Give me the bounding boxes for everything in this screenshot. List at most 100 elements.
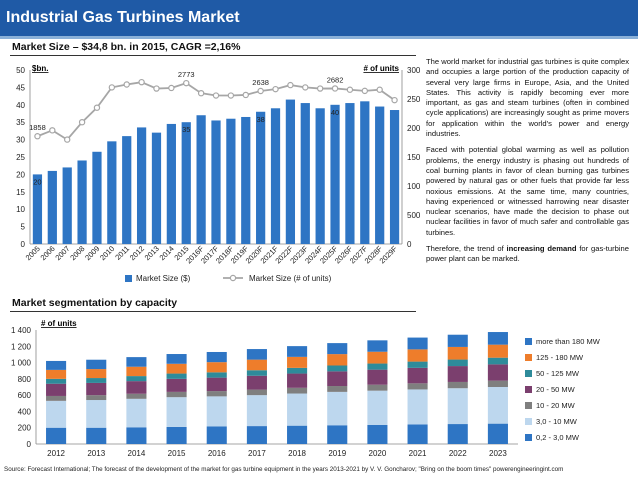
segment-bar — [327, 371, 348, 387]
market-size-bar — [241, 116, 251, 244]
segment-bar — [367, 369, 388, 385]
market-size-bar — [226, 118, 236, 244]
segment-bar — [86, 359, 107, 370]
segment-bar — [246, 426, 267, 444]
segment-bar — [367, 384, 388, 391]
segment-bar — [206, 396, 227, 427]
segment-bar — [206, 377, 227, 392]
segment-bar — [447, 334, 468, 347]
right-tick-label: 1500 — [407, 153, 420, 162]
units-point — [391, 96, 398, 104]
x-tick-label: 2005 — [24, 244, 42, 262]
y-tick-label: 1 000 — [11, 359, 32, 368]
paragraph-3-emphasis: increasing demand — [506, 244, 577, 254]
market-size-bar — [136, 127, 147, 244]
segment-bar — [327, 386, 348, 392]
legend-line-label: Market Size (# of units) — [249, 274, 332, 283]
segment-bar — [246, 389, 267, 396]
title-underline — [0, 36, 638, 39]
market-size-bar — [270, 108, 281, 244]
segment-bar — [447, 359, 468, 367]
market-size-bar — [285, 99, 296, 244]
segment-bar — [86, 369, 107, 379]
legend-swatch — [525, 434, 532, 441]
units-point — [272, 85, 279, 93]
x-tick-label: 2016 — [208, 449, 226, 458]
left-tick-label: 0 — [21, 240, 26, 249]
x-tick-label: 2019 — [328, 449, 346, 458]
data-label: 2682 — [327, 75, 344, 84]
segment-bar — [206, 372, 227, 378]
legend-swatch — [525, 418, 532, 425]
x-tick-label: 2022 — [449, 449, 467, 458]
segment-bar — [407, 424, 428, 444]
market-size-bar — [300, 103, 310, 244]
data-label: 35 — [182, 125, 190, 134]
legend-swatch — [525, 354, 532, 361]
segment-bar — [367, 363, 388, 370]
legend-label: 3,0 - 10 MW — [536, 417, 578, 426]
heading-rule-1 — [10, 55, 416, 56]
segment-bar — [287, 373, 308, 388]
segment-bar — [487, 344, 508, 358]
x-tick-label: 2014 — [128, 449, 146, 458]
units-point — [316, 85, 324, 92]
y-tick-label: 800 — [18, 375, 32, 384]
units-point — [93, 104, 101, 111]
left-tick-label: 50 — [16, 66, 25, 75]
segment-bar — [206, 426, 227, 444]
segment-bar — [206, 391, 227, 397]
units-point — [287, 81, 294, 89]
segment-bar — [46, 383, 67, 396]
x-tick-label: 2018 — [288, 449, 306, 458]
segment-bar — [86, 400, 107, 428]
segment-bar — [447, 388, 468, 425]
units-point — [138, 78, 145, 86]
market-size-bar — [151, 132, 162, 244]
segment-bar — [46, 400, 67, 428]
page-title: Industrial Gas Turbines Market — [6, 9, 240, 26]
market-size-bar — [62, 167, 72, 244]
market-size-bar — [181, 122, 191, 244]
segment-bar — [86, 382, 107, 396]
market-size-bar — [92, 151, 102, 244]
market-size-bar — [256, 111, 266, 244]
x-tick-label: 2020 — [369, 449, 387, 458]
segment-bar — [126, 366, 147, 377]
units-point — [242, 91, 249, 99]
segment-bar — [447, 366, 468, 382]
units-point — [302, 84, 309, 91]
left-tick-label: 15 — [16, 188, 25, 197]
segment-bar — [166, 373, 187, 379]
segment-bar — [487, 364, 508, 381]
right-tick-label: 2000 — [407, 124, 420, 133]
segment-bar — [206, 362, 227, 373]
legend-label: 10 - 20 MW — [536, 401, 576, 410]
segment-bar — [86, 378, 107, 383]
units-point — [183, 79, 190, 87]
market-size-bar — [107, 141, 117, 244]
description-text: The world market for industrial gas turb… — [426, 57, 629, 271]
x-tick-label: 2007 — [53, 244, 71, 262]
legend-label: 125 - 180 MW — [536, 353, 584, 362]
units-point — [153, 85, 160, 92]
segment-bar — [367, 424, 388, 444]
x-tick-label: 2017 — [248, 449, 266, 458]
segment-bar — [206, 351, 227, 363]
data-label: 2773 — [178, 70, 195, 79]
segment-bar — [407, 349, 428, 362]
segment-bar — [246, 370, 267, 376]
segment-bar — [166, 397, 187, 427]
left-tick-label: 25 — [16, 153, 25, 162]
segment-bar — [327, 391, 348, 426]
right-tick-label: 0 — [407, 240, 412, 249]
segment-bar — [407, 367, 428, 384]
x-tick-label: 2010 — [98, 244, 116, 262]
segment-bar — [166, 426, 187, 444]
market-size-bar — [166, 123, 176, 244]
left-tick-label: 45 — [16, 83, 25, 92]
legend-label: 20 - 50 MW — [536, 385, 576, 394]
y-axis-unit: # of units — [41, 319, 77, 328]
segment-bar — [86, 395, 107, 401]
right-tick-label: 2500 — [407, 95, 420, 104]
